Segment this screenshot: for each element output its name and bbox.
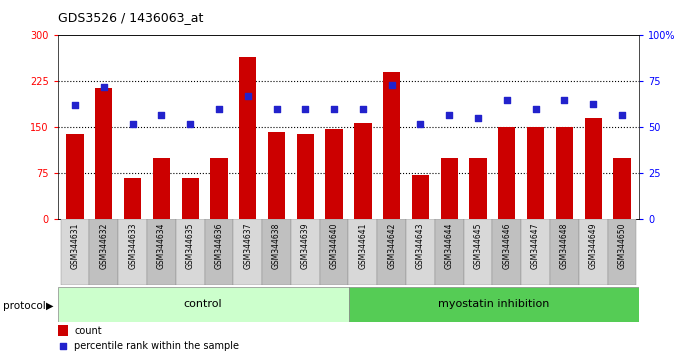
Text: GSM344634: GSM344634	[157, 223, 166, 269]
Text: GSM344631: GSM344631	[71, 223, 80, 269]
Text: percentile rank within the sample: percentile rank within the sample	[74, 341, 239, 351]
Point	[185, 121, 196, 127]
Bar	[585, 118, 602, 219]
Text: GSM344650: GSM344650	[617, 223, 626, 269]
Bar	[67, 133, 84, 219]
Bar	[498, 127, 515, 219]
Bar	[406, 219, 435, 285]
Text: GSM344637: GSM344637	[243, 223, 252, 269]
Text: GDS3526 / 1436063_at: GDS3526 / 1436063_at	[58, 11, 203, 24]
Bar	[233, 219, 262, 285]
Bar	[118, 219, 147, 285]
Bar	[464, 219, 492, 285]
Bar	[326, 129, 343, 219]
Bar	[441, 158, 458, 219]
Point	[127, 121, 138, 127]
Bar	[124, 178, 141, 219]
Text: control: control	[184, 299, 222, 309]
Bar	[205, 219, 233, 285]
Point	[69, 103, 80, 108]
Text: GSM344632: GSM344632	[99, 223, 108, 269]
Bar	[348, 219, 377, 285]
Bar	[527, 127, 544, 219]
Point	[242, 93, 253, 99]
Text: GSM344635: GSM344635	[186, 223, 194, 269]
Bar	[412, 175, 429, 219]
Text: GSM344633: GSM344633	[128, 223, 137, 269]
Text: myostatin inhibition: myostatin inhibition	[438, 299, 549, 309]
Point	[300, 106, 311, 112]
Bar	[579, 219, 607, 285]
Text: count: count	[74, 326, 102, 336]
Point	[271, 106, 282, 112]
Text: GSM344636: GSM344636	[214, 223, 224, 269]
Bar	[377, 219, 406, 285]
Bar	[176, 219, 205, 285]
Bar	[147, 219, 176, 285]
Bar	[90, 219, 118, 285]
Point	[415, 121, 426, 127]
Text: ▶: ▶	[46, 301, 54, 311]
Point	[473, 115, 483, 121]
Bar	[296, 133, 314, 219]
Point	[386, 82, 397, 88]
Bar	[521, 219, 550, 285]
Point	[444, 112, 455, 118]
Bar	[613, 158, 630, 219]
Text: GSM344649: GSM344649	[589, 223, 598, 269]
Bar	[383, 72, 401, 219]
Text: GSM344644: GSM344644	[445, 223, 454, 269]
Text: GSM344640: GSM344640	[330, 223, 339, 269]
Bar	[320, 219, 348, 285]
FancyBboxPatch shape	[58, 287, 348, 322]
Bar	[153, 158, 170, 219]
Bar	[95, 87, 112, 219]
Bar	[268, 132, 285, 219]
Point	[617, 112, 628, 118]
Point	[588, 101, 598, 106]
Text: GSM344648: GSM344648	[560, 223, 569, 269]
Point	[559, 97, 570, 103]
Bar	[291, 219, 320, 285]
Text: GSM344646: GSM344646	[503, 223, 511, 269]
Point	[99, 84, 109, 90]
Bar	[550, 219, 579, 285]
Bar	[182, 178, 199, 219]
Bar	[354, 122, 371, 219]
Point	[358, 106, 369, 112]
Text: GSM344641: GSM344641	[358, 223, 367, 269]
Bar	[469, 158, 487, 219]
Bar	[262, 219, 291, 285]
Bar	[556, 127, 573, 219]
Bar	[607, 219, 636, 285]
Bar	[239, 57, 256, 219]
Bar	[492, 219, 521, 285]
Point	[530, 106, 541, 112]
Point	[214, 106, 224, 112]
Bar	[210, 158, 228, 219]
Text: GSM344645: GSM344645	[473, 223, 483, 269]
Point	[156, 112, 167, 118]
Text: GSM344643: GSM344643	[416, 223, 425, 269]
Bar	[58, 325, 68, 336]
Point	[328, 106, 339, 112]
Point	[501, 97, 512, 103]
Text: GSM344638: GSM344638	[272, 223, 281, 269]
Text: GSM344647: GSM344647	[531, 223, 540, 269]
Text: GSM344642: GSM344642	[387, 223, 396, 269]
FancyBboxPatch shape	[348, 287, 639, 322]
Bar	[61, 219, 90, 285]
Point	[58, 343, 69, 349]
Text: protocol: protocol	[3, 301, 46, 311]
Bar	[435, 219, 464, 285]
Text: GSM344639: GSM344639	[301, 223, 310, 269]
